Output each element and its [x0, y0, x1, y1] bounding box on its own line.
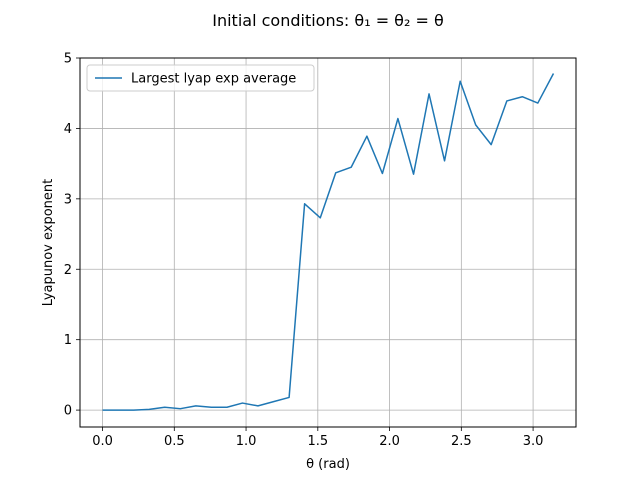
legend-label: Largest lyap exp average: [131, 72, 296, 87]
x-tick-label: 2.5: [451, 434, 472, 449]
chart-title: Initial conditions: θ₁ = θ₂ = θ: [212, 11, 444, 30]
y-tick-label: 3: [64, 192, 72, 207]
grid: [80, 57, 576, 427]
ticks: 0.0 0.5 1.0 1.5 2.0 2.5 3.0 0 1 2 3 4 5: [64, 52, 544, 450]
x-tick-label: 0.0: [92, 434, 113, 449]
series-line: [102, 73, 555, 411]
x-tick-label: 3.0: [523, 434, 544, 449]
y-tick-label: 0: [64, 404, 72, 419]
legend: Largest lyap exp average: [86, 64, 315, 92]
plot-frame: [79, 57, 577, 428]
y-tick-label: 1: [64, 333, 72, 348]
x-tick-label: 1.0: [236, 434, 257, 449]
x-tick-label: 0.5: [164, 434, 185, 449]
x-axis-label: θ (rad): [306, 457, 350, 472]
legend-box: [86, 64, 315, 92]
y-tick-label: 5: [64, 52, 72, 67]
series-layer: [102, 73, 555, 411]
x-tick-label: 2.0: [379, 434, 400, 449]
y-axis-label: Lyapunov exponent: [41, 179, 56, 306]
y-tick-label: 2: [64, 263, 72, 278]
y-tick-label: 4: [64, 122, 72, 137]
x-tick-label: 1.5: [307, 434, 328, 449]
